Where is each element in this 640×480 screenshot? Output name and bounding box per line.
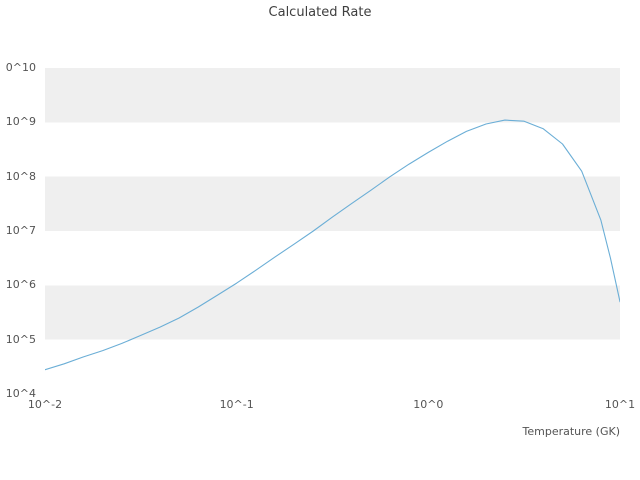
chart-title: Calculated Rate	[268, 5, 372, 20]
x-tick-label: 10^-2	[27, 398, 63, 411]
y-tick-label: 10^4	[5, 387, 36, 400]
x-axis-tick-labels: 10^-2 10^-1 10^0 10^1	[28, 398, 635, 413]
y-tick-label: 10^7	[5, 224, 36, 237]
y-axis-tick-labels: 0^10 10^9 10^8 10^7 10^6 10^5 10^4	[0, 62, 40, 400]
y-tick-label: 0^10	[5, 61, 36, 74]
y-tick-label: 10^6	[5, 278, 36, 292]
y-tick-label: 10^8	[5, 169, 36, 183]
rate-curve-line	[45, 119, 620, 371]
plot-area	[45, 68, 620, 394]
x-tick-label: 10^-1	[219, 398, 254, 411]
x-axis-label: Temperature (GK)	[522, 425, 621, 438]
x-tick-label: 10^0	[413, 398, 444, 411]
rate-curve-svg	[45, 119, 620, 371]
y-tick-label: 10^5	[5, 332, 36, 346]
y-tick-label: 10^9	[5, 115, 36, 129]
x-tick-label: 10^1	[604, 398, 636, 411]
